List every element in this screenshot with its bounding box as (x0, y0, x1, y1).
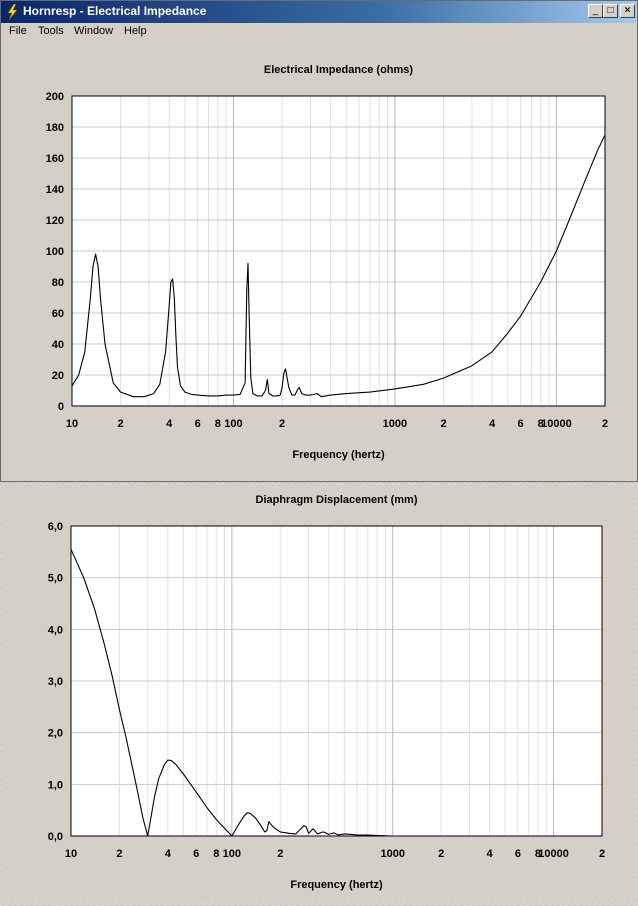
y-tick-label: 3,0 (48, 676, 63, 688)
x-tick-label: 6 (518, 418, 524, 430)
title-bar[interactable]: Hornresp - Electrical Impedance _ □ × (1, 1, 637, 23)
x-tick-label: 2 (438, 848, 444, 860)
menu-file[interactable]: File (9, 25, 27, 37)
y-tick-label: 120 (46, 215, 64, 227)
impedance-window: Hornresp - Electrical Impedance _ □ × Fi… (0, 0, 638, 482)
x-tick-label: 2 (118, 418, 124, 430)
menu-tools[interactable]: Tools (38, 25, 64, 37)
displacement-window-client: Diaphragm Displacement (mm) 0,0 1,0 2,0 3,0 4… (3, 487, 636, 901)
chart-title: Diaphragm Displacement (mm) (256, 494, 418, 506)
displacement-chart: Diaphragm Displacement (mm) 0,0 1,0 2,0 3,0 4… (48, 494, 605, 891)
x-tick-label: 10000 (541, 418, 572, 430)
x-tick-label: 8 (538, 418, 544, 430)
menu-bar: File Tools Window Help (1, 23, 637, 41)
x-tick-label: 8 (215, 418, 221, 430)
plot-border (71, 95, 606, 407)
minimize-button[interactable]: _ (588, 4, 603, 18)
x-tick-label: 4 (487, 848, 494, 860)
lightning-bolt-icon (7, 4, 18, 20)
x-tick-label: 6 (193, 848, 199, 860)
menu-help[interactable]: Help (124, 25, 147, 37)
x-tick-label: 4 (489, 418, 496, 430)
window-title: Hornresp - Electrical Impedance (23, 4, 207, 18)
x-tick-label: 2 (116, 848, 122, 860)
x-tick-label: 1000 (380, 848, 404, 860)
x-tick-label: 8 (535, 848, 541, 860)
impedance-chart: Electrical Impedance (ohms) 0 20 40 60 80 100 1… (46, 64, 608, 461)
y-tick-label: 180 (46, 122, 64, 134)
x-axis-label: Frequency (hertz) (292, 449, 385, 461)
x-axis-label: Frequency (hertz) (290, 879, 383, 891)
x-tick-label: 2 (277, 848, 283, 860)
x-tick-label: 8 (213, 848, 219, 860)
series-line (71, 134, 606, 398)
plot-border (70, 525, 603, 837)
y-tick-label: 140 (46, 184, 64, 196)
y-tick-label: 200 (46, 91, 64, 103)
x-tick-label: 2 (599, 848, 605, 860)
x-tick-label: 2 (440, 418, 446, 430)
x-tick-label: 6 (515, 848, 521, 860)
x-tick-label: 10000 (538, 848, 569, 860)
x-tick-label: 6 (195, 418, 201, 430)
y-tick-label: 40 (52, 339, 64, 351)
y-tick-label: 6,0 (48, 521, 63, 533)
y-tick-label: 0 (58, 401, 64, 413)
x-tick-label: 10 (66, 418, 78, 430)
x-tick-label: 4 (165, 848, 172, 860)
close-button[interactable]: × (620, 4, 635, 18)
impedance-chart-area: Electrical Impedance (ohms) 0 20 40 60 80 100 1… (1, 41, 637, 481)
y-tick-label: 5,0 (48, 573, 63, 585)
y-tick-label: 80 (52, 277, 64, 289)
x-tick-label: 2 (602, 418, 608, 430)
y-tick-label: 2,0 (48, 728, 63, 740)
x-tick-label: 10 (65, 848, 77, 860)
series-line (70, 549, 393, 837)
y-tick-label: 1,0 (48, 779, 63, 791)
y-tick-label: 0,0 (48, 831, 63, 843)
maximize-button[interactable]: □ (603, 4, 618, 18)
chart-title: Electrical Impedance (ohms) (264, 64, 413, 76)
y-tick-label: 20 (52, 370, 64, 382)
y-tick-label: 4,0 (48, 624, 63, 636)
menu-window[interactable]: Window (74, 25, 114, 37)
y-tick-label: 100 (46, 246, 64, 258)
y-tick-label: 160 (46, 153, 64, 165)
x-tick-label: 100 (223, 848, 241, 860)
x-tick-label: 4 (166, 418, 173, 430)
y-tick-label: 60 (52, 308, 64, 320)
x-tick-label: 100 (224, 418, 242, 430)
x-tick-label: 2 (279, 418, 285, 430)
x-tick-label: 1000 (383, 418, 407, 430)
